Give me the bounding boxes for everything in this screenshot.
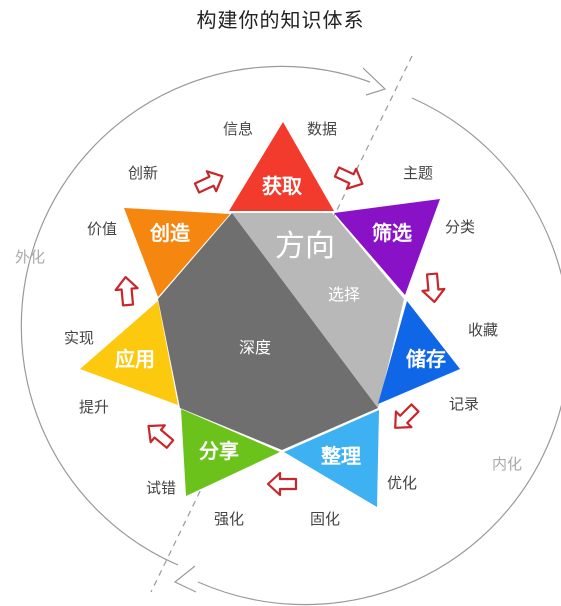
term-category: 分类: [445, 218, 475, 236]
stage-triangle-filter: [334, 199, 440, 295]
center-top-label: 方向: [275, 229, 335, 264]
stage-triangle-apply: [80, 301, 178, 405]
flow-arrow-share-to-apply: [147, 424, 175, 449]
term-improve: 提升: [79, 398, 109, 416]
cycle-arrowhead-top: [362, 67, 387, 96]
stage-triangle-get: [229, 122, 334, 211]
stage-label-share: 分享: [199, 439, 239, 463]
term-optimize: 优化: [387, 474, 417, 492]
term-solidify: 固化: [310, 510, 340, 528]
flow-arrow-create-to-get: [193, 170, 224, 194]
term-trial: 试错: [146, 479, 176, 497]
term-value: 价值: [87, 220, 117, 238]
stage-triangle-share: [181, 409, 280, 496]
term-strengthen: 强化: [214, 510, 244, 528]
flow-arrow-apply-to-create: [114, 276, 139, 307]
stage-triangle-create: [124, 208, 230, 297]
diagram-title: 构建你的知识体系: [196, 8, 365, 32]
term-topic: 主题: [403, 164, 433, 182]
stage-label-store: 储存: [406, 347, 446, 371]
stage-label-organize: 整理: [320, 444, 361, 468]
label-internalize: 内化: [492, 455, 522, 473]
center-heptagon-light: [232, 213, 404, 408]
cycle-arrowhead-bottom: [173, 565, 197, 593]
center-heptagon-dark: [158, 213, 378, 450]
stage-label-apply: 应用: [115, 347, 155, 371]
term-collect: 收藏: [468, 321, 498, 339]
term-data: 数据: [307, 120, 337, 138]
flow-arrow-get-to-filter: [333, 166, 364, 190]
outer-cycle-arc-right: [197, 97, 561, 606]
stage-label-get: 获取: [262, 174, 302, 198]
stage-label-filter: 筛选: [372, 221, 412, 245]
term-innovate: 创新: [128, 164, 158, 182]
term-record: 记录: [449, 395, 479, 413]
stage-triangle-store: [378, 301, 460, 404]
term-realize: 实现: [64, 329, 94, 347]
center-left-label: 深度: [239, 338, 271, 357]
term-info: 信息: [223, 120, 253, 138]
stage-label-create: 创造: [149, 221, 191, 245]
stage-triangle-organize: [284, 410, 379, 507]
flow-arrow-store-to-organize: [394, 403, 420, 429]
center-right-label: 选择: [328, 285, 360, 304]
outer-cycle-arc-left: [20, 65, 371, 566]
flow-arrow-filter-to-store: [421, 272, 446, 303]
flow-arrow-organize-to-share: [266, 471, 298, 497]
label-externalize: 外化: [15, 248, 45, 266]
